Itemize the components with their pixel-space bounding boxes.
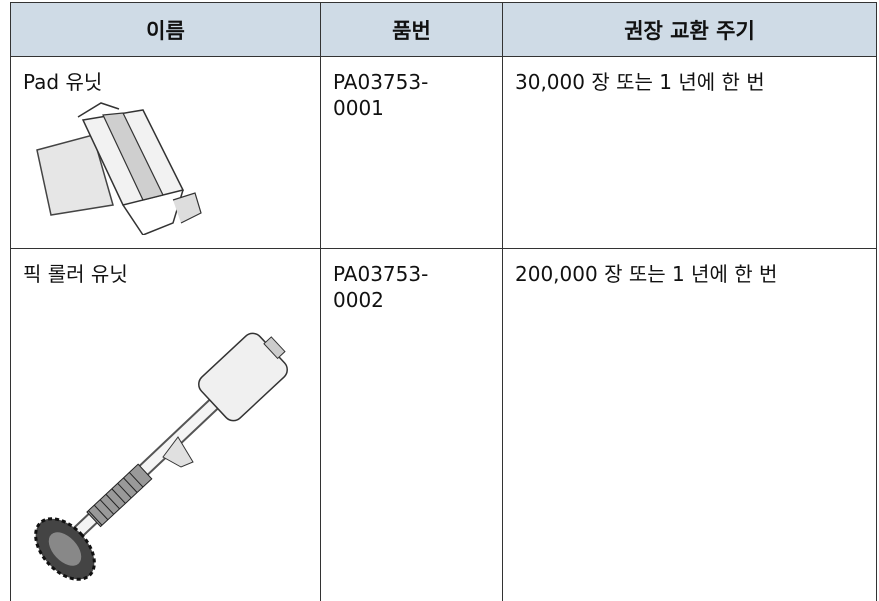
part-name: 픽 롤러 유닛 [23,261,308,287]
name-cell: 픽 롤러 유닛 [11,249,321,601]
name-cell: Pad 유닛 [11,57,321,249]
part-number-cell: PA03753-0002 [321,249,503,601]
part-number: PA03753-0002 [333,261,443,313]
table-row: 픽 롤러 유닛 PA03753-0002 200,000 장 또는 1 년에 한… [11,249,877,601]
part-number-cell: PA03753-0001 [321,57,503,249]
header-cell: 품번 [321,3,503,57]
header-row: 이름 품번 권장 교환 주기 [11,3,877,57]
parts-table: 이름 품번 권장 교환 주기 Pad 유닛 PA03753-0001 30,00… [10,2,877,601]
header-cell: 이름 [11,3,321,57]
part-name: Pad 유닛 [23,69,308,95]
pad-unit-image [23,95,203,235]
cycle-cell: 30,000 장 또는 1 년에 한 번 [503,57,877,249]
page: 이름 품번 권장 교환 주기 Pad 유닛 PA03753-0001 30,00… [0,0,879,573]
table-row: Pad 유닛 PA03753-0001 30,000 장 또는 1 년에 한 번 [11,57,877,249]
cycle-cell: 200,000 장 또는 1 년에 한 번 [503,249,877,601]
part-number: PA03753-0001 [333,69,443,121]
pick-roller-image [23,287,313,587]
header-cell: 권장 교환 주기 [503,3,877,57]
